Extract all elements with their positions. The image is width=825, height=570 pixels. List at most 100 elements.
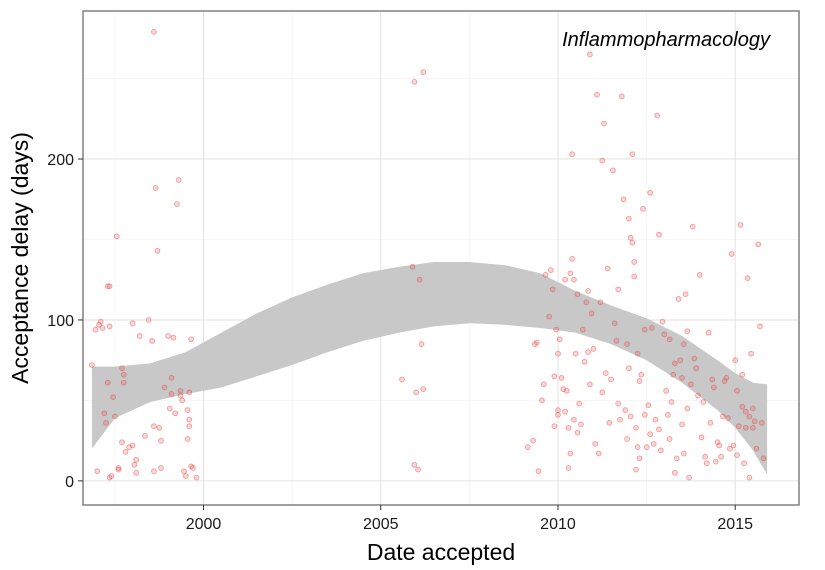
data-point — [571, 416, 577, 423]
data-point — [177, 392, 184, 399]
data-point — [750, 424, 756, 431]
data-point — [702, 453, 708, 460]
data-point — [668, 399, 675, 405]
y-axis-title: Acceptance delay (days) — [7, 132, 33, 384]
data-point — [650, 441, 657, 447]
data-point — [602, 370, 609, 376]
data-point — [120, 379, 127, 386]
data-point — [633, 466, 639, 473]
data-point — [120, 371, 127, 378]
data-point — [131, 461, 138, 468]
data-point — [113, 233, 120, 240]
data-point — [151, 29, 157, 35]
data-point — [565, 424, 572, 431]
data-point — [399, 376, 405, 383]
data-point — [154, 247, 161, 254]
data-point — [597, 299, 604, 306]
data-point — [695, 392, 701, 399]
data-point — [122, 449, 129, 455]
data-point — [413, 389, 420, 396]
data-point — [728, 251, 735, 257]
data-point — [172, 410, 179, 417]
data-point — [555, 407, 561, 413]
data-point — [108, 473, 115, 479]
data-point — [654, 112, 661, 119]
data-point — [556, 336, 563, 343]
data-point — [673, 455, 680, 462]
data-point — [730, 442, 737, 449]
data-point — [696, 272, 703, 278]
data-point — [693, 365, 700, 372]
data-point — [588, 310, 595, 317]
data-point — [548, 267, 554, 273]
data-point — [684, 405, 691, 412]
data-point — [599, 389, 606, 396]
data-point — [581, 358, 588, 365]
data-point — [719, 413, 726, 420]
data-point — [112, 413, 118, 420]
data-point — [641, 326, 648, 333]
data-point — [174, 201, 180, 207]
data-point — [576, 400, 583, 407]
data-point — [688, 381, 694, 388]
data-point — [562, 276, 568, 283]
data-point — [165, 333, 171, 339]
x-axis-title: Date accepted — [367, 539, 515, 565]
data-point — [188, 336, 194, 343]
data-point — [716, 442, 723, 449]
data-point — [661, 331, 668, 338]
data-point — [746, 413, 753, 420]
data-point — [735, 423, 742, 430]
data-point — [546, 313, 552, 320]
data-point — [615, 286, 622, 293]
data-point — [624, 341, 630, 347]
data-point — [569, 255, 575, 262]
data-point — [757, 323, 763, 330]
data-point — [99, 325, 106, 331]
data-point — [184, 436, 191, 442]
data-point — [739, 403, 746, 410]
data-point — [698, 434, 705, 441]
data-point — [136, 333, 143, 339]
data-point — [755, 241, 762, 248]
data-point — [535, 468, 542, 475]
data-point — [583, 299, 590, 306]
data-point — [145, 317, 152, 323]
data-point — [613, 338, 620, 344]
data-point — [166, 405, 173, 412]
data-point — [595, 450, 602, 457]
data-point — [415, 466, 421, 473]
data-point — [572, 350, 579, 357]
data-point — [129, 442, 136, 449]
data-point — [158, 437, 164, 444]
data-point — [647, 189, 653, 196]
y-tick-label: 0 — [65, 474, 74, 491]
data-point — [739, 371, 746, 378]
data-point — [691, 355, 698, 362]
data-point — [168, 375, 175, 381]
data-point — [682, 291, 689, 298]
data-points-layer — [89, 29, 767, 481]
data-point — [744, 275, 751, 281]
y-axis-ticks: 0 100 200 — [47, 152, 83, 491]
x-tick-label: 2010 — [540, 516, 576, 533]
data-point — [732, 357, 739, 364]
data-point — [634, 444, 641, 450]
data-point — [592, 441, 599, 447]
data-point — [652, 416, 659, 423]
data-point — [663, 387, 669, 394]
data-point — [133, 457, 140, 463]
data-point — [670, 371, 677, 378]
data-point — [168, 391, 175, 397]
data-point — [684, 328, 691, 335]
data-point — [110, 394, 116, 401]
data-point — [631, 273, 638, 280]
data-point — [594, 91, 600, 98]
data-point — [608, 376, 614, 383]
data-point — [190, 465, 196, 471]
data-point — [571, 276, 577, 283]
data-point — [626, 215, 632, 222]
data-point — [645, 402, 652, 409]
data-point — [119, 439, 125, 446]
